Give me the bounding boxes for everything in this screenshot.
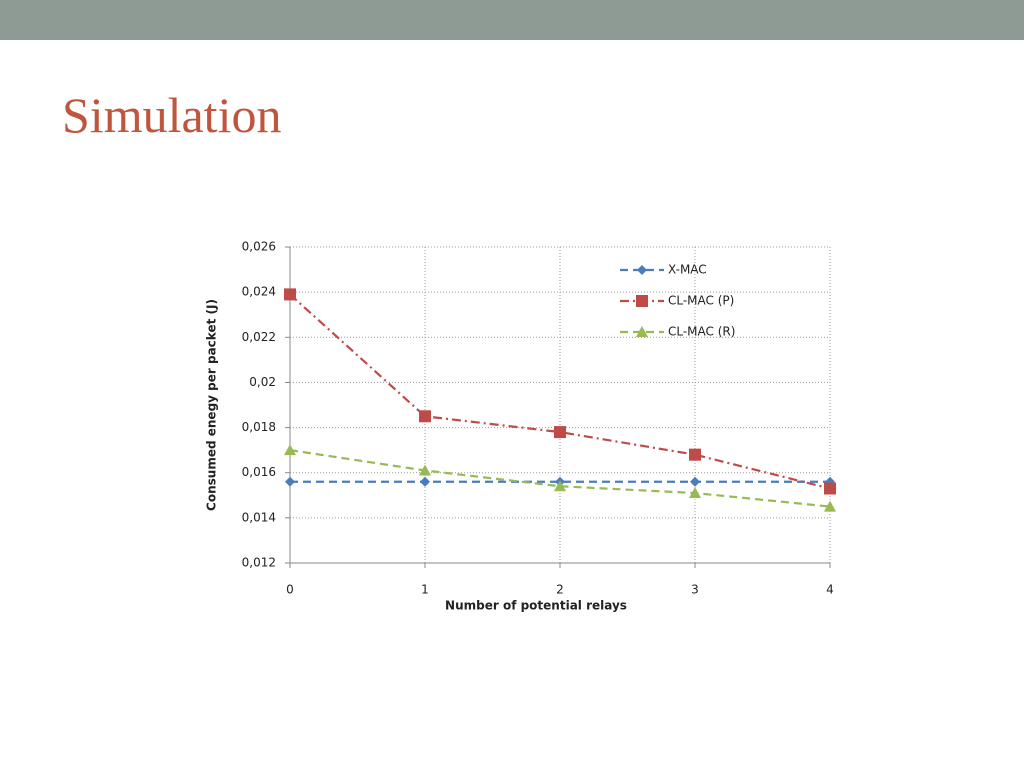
y-tick-label: 0,026 <box>242 240 276 254</box>
marker <box>689 487 701 499</box>
y-tick-label: 0,024 <box>242 285 276 299</box>
marker <box>420 476 430 487</box>
y-tick-label: 0,012 <box>242 556 276 570</box>
x-axis-label: Number of potential relays <box>445 599 627 613</box>
y-tick-label: 0,018 <box>242 420 276 434</box>
marker <box>419 410 431 423</box>
x-tick-label: 2 <box>556 583 564 597</box>
marker <box>285 476 295 487</box>
legend-label: X-MAC <box>668 263 707 277</box>
marker <box>824 500 836 512</box>
y-tick-label: 0,016 <box>242 465 276 479</box>
y-tick-label: 0,022 <box>242 330 276 344</box>
x-tick-label: 1 <box>421 583 429 597</box>
y-axis-label: Consumed enegy per packet (J) <box>205 299 219 511</box>
series-line <box>289 449 831 508</box>
legend-label: CL-MAC (R) <box>668 325 735 339</box>
x-tick-label: 3 <box>691 583 699 597</box>
legend-label: CL-MAC (P) <box>668 294 734 308</box>
legend-marker <box>636 295 648 307</box>
marker <box>689 448 701 461</box>
marker <box>554 426 566 439</box>
marker <box>554 480 566 492</box>
legend-marker <box>636 326 648 337</box>
x-tick-label: 4 <box>826 583 834 597</box>
top-bar <box>0 0 1024 40</box>
y-tick-label: 0,02 <box>249 375 276 389</box>
marker <box>419 464 431 476</box>
x-tick-label: 0 <box>286 583 294 597</box>
marker <box>284 288 296 301</box>
slide-title: Simulation <box>62 87 282 143</box>
y-tick-label: 0,014 <box>242 510 276 524</box>
marker <box>690 476 700 487</box>
marker <box>824 482 836 495</box>
legend-marker <box>637 265 647 275</box>
marker <box>284 444 296 456</box>
